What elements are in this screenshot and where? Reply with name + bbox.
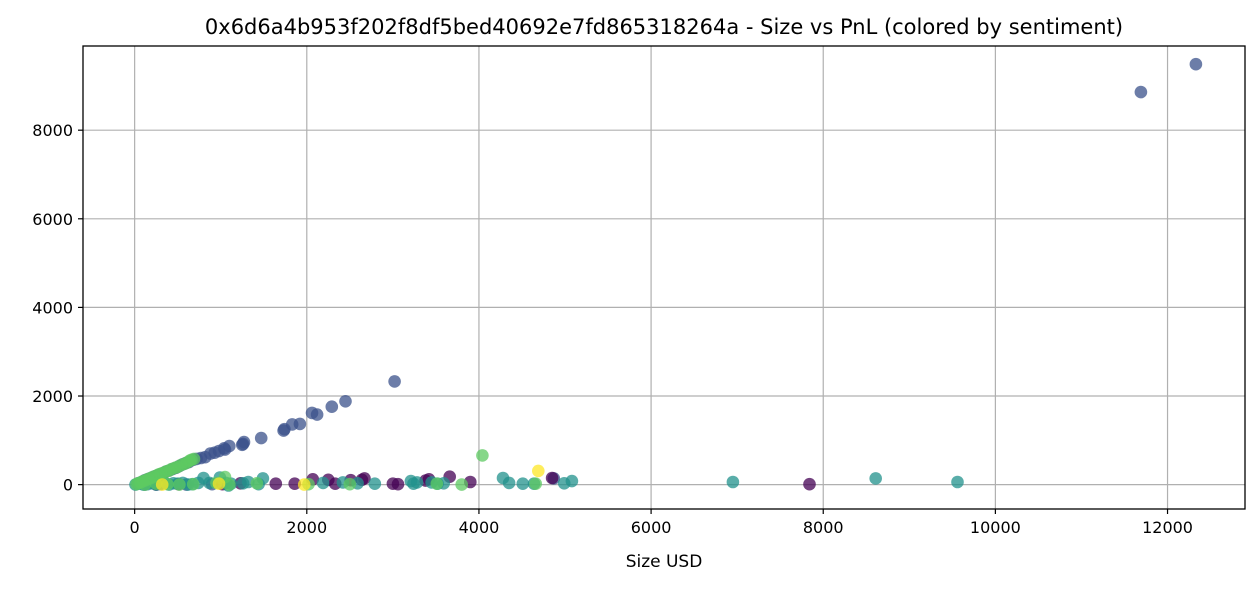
data-point xyxy=(803,477,816,491)
x-tick-label: 0 xyxy=(130,518,140,537)
data-point xyxy=(186,477,200,491)
x-tick-label: 2000 xyxy=(286,518,327,537)
y-tick-label: 8000 xyxy=(32,121,73,140)
y-tick-label: 6000 xyxy=(32,210,73,229)
x-axis: 0 2000 4000 6000 8000 10000 12000 xyxy=(130,509,1193,537)
data-point xyxy=(516,477,530,491)
x-tick-label: 6000 xyxy=(631,518,672,537)
data-point xyxy=(496,471,510,485)
data-point xyxy=(1134,85,1148,99)
x-axis-label: Size USD xyxy=(626,552,703,572)
data-point xyxy=(951,475,964,489)
data-point xyxy=(368,477,382,491)
data-point xyxy=(726,475,740,489)
x-tick-label: 12000 xyxy=(1142,518,1193,537)
data-point xyxy=(386,477,400,491)
data-point xyxy=(404,474,418,488)
data-point xyxy=(316,476,330,490)
data-point xyxy=(212,477,226,491)
data-point xyxy=(236,477,250,490)
x-tick-label: 4000 xyxy=(459,518,500,537)
data-point xyxy=(388,375,401,388)
data-point xyxy=(235,438,249,452)
data-point xyxy=(1189,57,1203,71)
data-point xyxy=(430,477,444,491)
data-point xyxy=(138,478,152,491)
y-tick-label: 2000 xyxy=(32,387,73,406)
data-point xyxy=(277,424,290,437)
y-tick-label: 4000 xyxy=(32,298,73,317)
data-point xyxy=(529,477,542,491)
x-tick-label: 8000 xyxy=(803,518,844,537)
data-point xyxy=(297,478,311,491)
data-points xyxy=(129,57,1203,492)
y-tick-label: 0 xyxy=(63,476,73,495)
y-axis: 0 2000 4000 6000 8000 xyxy=(32,121,83,495)
plot-frame xyxy=(82,45,1246,510)
data-point xyxy=(339,395,352,408)
data-point xyxy=(325,400,339,414)
data-point xyxy=(223,478,236,491)
data-point xyxy=(254,431,268,445)
chart-title: 0x6d6a4b953f202f8df5bed40692e7fd86531826… xyxy=(205,15,1123,39)
x-tick-label: 10000 xyxy=(970,518,1021,537)
data-point xyxy=(869,472,882,485)
data-point xyxy=(288,477,302,491)
data-point xyxy=(173,478,186,491)
data-point xyxy=(250,477,264,490)
data-point xyxy=(269,477,283,491)
data-point xyxy=(532,464,545,478)
data-point xyxy=(557,477,571,490)
data-point xyxy=(155,478,169,491)
grid xyxy=(83,46,1245,509)
data-point xyxy=(305,406,319,420)
data-point xyxy=(455,478,469,491)
data-point xyxy=(343,477,357,491)
data-point xyxy=(476,449,489,462)
data-point xyxy=(545,471,559,485)
